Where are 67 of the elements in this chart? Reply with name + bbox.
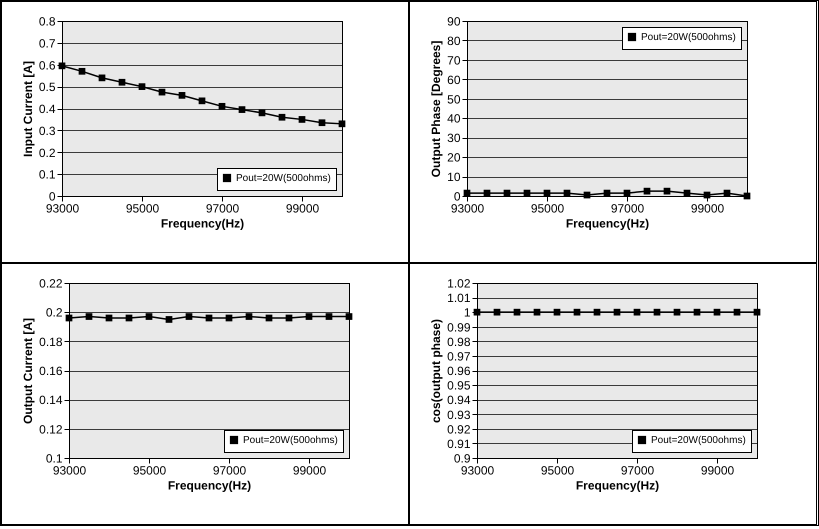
y-tick-label: 0.12 bbox=[39, 422, 63, 436]
x-tick-label: 97000 bbox=[620, 464, 655, 478]
x-axis-title: Frequency(Hz) bbox=[576, 478, 660, 492]
y-tick-label: 60 bbox=[447, 72, 461, 87]
y-tick-label: 0.16 bbox=[39, 364, 63, 378]
y-tick-label: 1.02 bbox=[447, 276, 471, 290]
x-tick-label: 95000 bbox=[540, 464, 575, 478]
y-tick-label: 0.3 bbox=[38, 124, 56, 138]
x-tick-label: 93000 bbox=[46, 202, 80, 216]
y-tick-label: 0.2 bbox=[38, 146, 56, 160]
y-tick-label: 50 bbox=[447, 92, 461, 106]
y-tick-label: 20 bbox=[447, 150, 461, 165]
x-tick-label: 93000 bbox=[460, 464, 495, 478]
y-tick-label: 0.91 bbox=[447, 436, 471, 451]
y-tick-label: 10 bbox=[447, 170, 461, 184]
y-tick-label: 90 bbox=[447, 14, 461, 28]
y-axis-title: Output Current [A] bbox=[21, 318, 36, 424]
y-tick-label: 0.92 bbox=[447, 422, 471, 436]
x-tick-label: 95000 bbox=[530, 202, 565, 216]
x-tick-label: 95000 bbox=[132, 464, 167, 478]
y-axis-title: Output Phase [Degrees] bbox=[429, 40, 444, 178]
y-tick-label: 1.01 bbox=[447, 291, 471, 306]
y-tick-label: 0 bbox=[454, 190, 461, 204]
y-axis-title: Input Current [A] bbox=[20, 61, 35, 157]
y-tick-label: 70 bbox=[447, 53, 461, 68]
x-tick-label: 97000 bbox=[212, 464, 247, 478]
legend-label: Pout=20W(500ohms) bbox=[641, 32, 736, 43]
legend-label: Pout=20W(500ohms) bbox=[236, 173, 331, 184]
y-tick-label: 0.5 bbox=[38, 80, 56, 94]
x-tick-label: 95000 bbox=[126, 202, 160, 216]
y-tick-label: 0.98 bbox=[447, 334, 471, 349]
y-tick-label: 0.1 bbox=[38, 168, 56, 182]
x-axis-title: Frequency(Hz) bbox=[160, 216, 244, 230]
y-tick-label: 0.95 bbox=[447, 378, 471, 393]
y-tick-label: 0.7 bbox=[38, 36, 56, 50]
y-axis-title: cos(output phase) bbox=[429, 319, 444, 423]
y-tick-label: 0.97 bbox=[447, 349, 471, 364]
y-tick-label: 0.99 bbox=[447, 320, 471, 334]
y-tick-label: 0.96 bbox=[447, 364, 471, 378]
y-tick-label: 0.22 bbox=[39, 276, 63, 290]
y-tick-label: 0.4 bbox=[38, 102, 56, 116]
y-tick-label: 0.93 bbox=[447, 408, 471, 422]
y-tick-label: 0.2 bbox=[46, 306, 63, 320]
x-tick-label: 99000 bbox=[286, 202, 320, 216]
y-tick-label: 40 bbox=[447, 112, 461, 126]
y-tick-label: 30 bbox=[447, 131, 461, 146]
y-tick-label: 80 bbox=[447, 34, 461, 48]
x-axis-title: Frequency(Hz) bbox=[168, 478, 252, 492]
x-tick-label: 93000 bbox=[52, 464, 87, 478]
x-tick-label: 99000 bbox=[292, 464, 327, 478]
y-tick-label: 0.94 bbox=[447, 393, 471, 408]
x-tick-label: 99000 bbox=[700, 464, 735, 478]
y-tick-label: 1 bbox=[464, 306, 471, 320]
x-axis-title: Frequency(Hz) bbox=[566, 216, 650, 230]
legend-label: Pout=20W(500ohms) bbox=[243, 435, 338, 446]
y-tick-label: 0.1 bbox=[46, 452, 63, 466]
y-tick-label: 0.18 bbox=[39, 334, 63, 349]
y-tick-label: 0.14 bbox=[39, 393, 63, 408]
y-tick-label: 0.9 bbox=[454, 452, 471, 466]
y-tick-label: 0.8 bbox=[38, 14, 56, 28]
y-tick-label: 0.6 bbox=[38, 58, 56, 72]
x-tick-label: 97000 bbox=[610, 202, 645, 216]
x-tick-label: 97000 bbox=[206, 202, 240, 216]
x-tick-label: 99000 bbox=[690, 202, 725, 216]
x-tick-label: 93000 bbox=[450, 202, 485, 216]
legend-label: Pout=20W(500ohms) bbox=[651, 435, 746, 446]
y-tick-label: 0 bbox=[48, 190, 56, 204]
